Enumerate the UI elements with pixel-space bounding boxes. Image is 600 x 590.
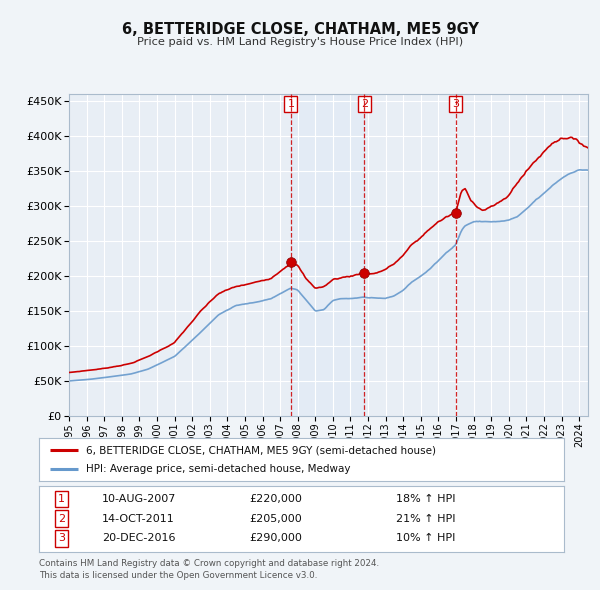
Text: 6, BETTERIDGE CLOSE, CHATHAM, ME5 9GY: 6, BETTERIDGE CLOSE, CHATHAM, ME5 9GY — [122, 22, 478, 37]
Text: 14-OCT-2011: 14-OCT-2011 — [102, 514, 175, 523]
Text: 1: 1 — [58, 494, 65, 504]
Text: Contains HM Land Registry data © Crown copyright and database right 2024.: Contains HM Land Registry data © Crown c… — [39, 559, 379, 568]
Text: 3: 3 — [452, 99, 459, 109]
Text: 2: 2 — [58, 514, 65, 523]
Text: 1: 1 — [287, 99, 295, 109]
Text: HPI: Average price, semi-detached house, Medway: HPI: Average price, semi-detached house,… — [86, 464, 351, 474]
Text: Price paid vs. HM Land Registry's House Price Index (HPI): Price paid vs. HM Land Registry's House … — [137, 37, 463, 47]
Text: This data is licensed under the Open Government Licence v3.0.: This data is licensed under the Open Gov… — [39, 571, 317, 579]
Text: 2: 2 — [361, 99, 368, 109]
Text: £220,000: £220,000 — [249, 494, 302, 504]
Text: 6, BETTERIDGE CLOSE, CHATHAM, ME5 9GY (semi-detached house): 6, BETTERIDGE CLOSE, CHATHAM, ME5 9GY (s… — [86, 445, 436, 455]
Text: £205,000: £205,000 — [249, 514, 302, 523]
Text: 18% ↑ HPI: 18% ↑ HPI — [396, 494, 455, 504]
Text: £290,000: £290,000 — [249, 533, 302, 543]
Text: 21% ↑ HPI: 21% ↑ HPI — [396, 514, 455, 523]
Bar — [291, 94, 364, 416]
Text: 10-AUG-2007: 10-AUG-2007 — [102, 494, 176, 504]
Text: 20-DEC-2016: 20-DEC-2016 — [102, 533, 176, 543]
Text: 10% ↑ HPI: 10% ↑ HPI — [396, 533, 455, 543]
Text: 3: 3 — [58, 533, 65, 543]
